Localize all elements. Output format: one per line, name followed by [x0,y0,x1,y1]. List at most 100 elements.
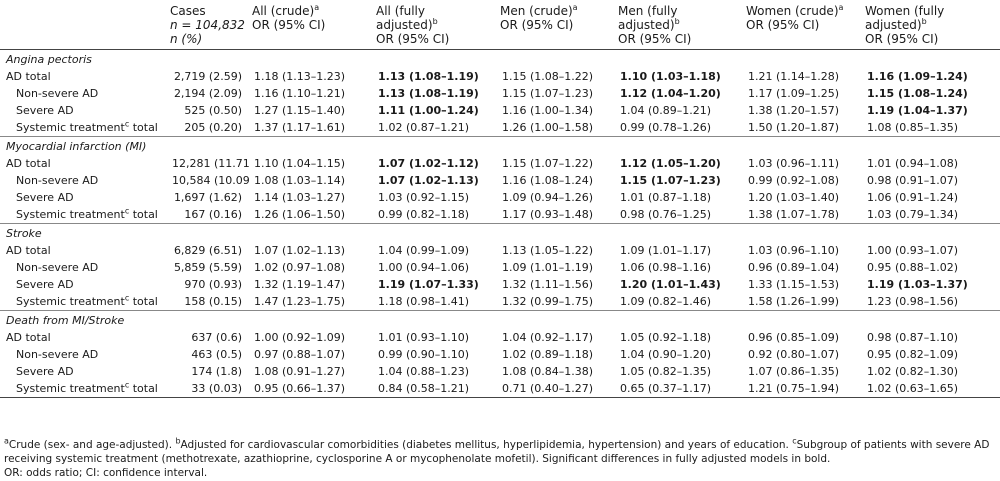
header-men-adjusted: Men (fully adjusted)b OR (95% CI) [616,4,744,50]
or-cell-men-crude: 1.16 (1.08–1.24) [502,174,594,187]
table-row: Systemic treatmentc total 33 (0.03) 0.95 (… [0,380,1000,398]
or-cell-all-crude: 1.14 (1.03–1.27) [254,191,346,204]
or-cell-women-crude: 1.03 (0.96–1.11) [748,157,840,170]
or-cell-all-crude: 1.10 (1.04–1.15) [254,157,346,170]
table-row: Non-severe AD 5,859 (5.59) 1.02 (0.97–1.08… [0,259,1000,276]
or-cell-women-crude: 1.38 (1.20–1.57) [748,104,840,117]
footnotes: aCrude (sex- and age-adjusted). bAdjuste… [4,436,998,480]
section-title: Death from MI/Stroke [0,310,1000,329]
results-table: Cases n = 104,832 n (%) All (crude)a OR … [0,4,1000,398]
header-all-adjusted: All (fully adjusted)b OR (95% CI) [374,4,498,50]
table-header: Cases n = 104,832 n (%) All (crude)a OR … [0,4,1000,50]
or-cell-men-crude: 1.15 (1.07–1.23) [502,87,594,100]
or-cell-all-adjusted: 0.99 (0.82–1.18) [378,208,470,221]
table-row: Non-severe AD 463 (0.5) 0.97 (0.88–1.07) 0.… [0,346,1000,363]
or-cell-all-crude: 1.08 (1.03–1.14) [254,174,346,187]
or-cell-all-adjusted: 1.11 (1.00–1.24) [378,104,479,117]
cases-cell: 174 (1.8) [191,365,242,378]
or-cell-women-adjusted: 1.16 (1.09–1.24) [867,70,968,83]
or-cell-men-adjusted: 1.05 (0.92–1.18) [620,331,712,344]
cases-cell: 167 (0.16) [184,208,242,221]
or-cell-all-crude: 1.26 (1.06–1.50) [254,208,346,221]
or-cell-men-crude: 1.26 (1.00–1.58) [502,121,594,134]
or-cell-men-adjusted: 1.15 (1.07–1.23) [620,174,721,187]
row-label: Severe AD [16,365,74,378]
or-cell-men-crude: 1.16 (1.00–1.34) [502,104,594,117]
or-cell-all-crude: 1.07 (1.02–1.13) [254,244,346,257]
or-cell-men-crude: 1.32 (0.99–1.75) [502,295,594,308]
header-label [0,4,170,50]
or-cell-all-adjusted: 1.04 (0.88–1.23) [378,365,470,378]
row-label: AD total [6,70,51,83]
cases-cell: 5,859 (5.59) [173,261,242,274]
or-cell-all-adjusted: 1.18 (0.98–1.41) [378,295,470,308]
or-cell-men-adjusted: 1.04 (0.90–1.20) [620,348,712,361]
table-row: Non-severe AD 10,584 (10.09) 1.08 (1.03–1.… [0,172,1000,189]
or-cell-all-adjusted: 1.02 (0.87–1.21) [378,121,470,134]
or-cell-men-crude: 1.04 (0.92–1.17) [502,331,594,344]
or-cell-all-adjusted: 0.84 (0.58–1.21) [374,380,498,398]
or-cell-all-adjusted: 1.03 (0.92–1.15) [378,191,470,204]
or-cell-women-adjusted: 1.01 (0.94–1.08) [867,157,959,170]
cases-cell: 1,697 (1.62) [173,191,242,204]
or-cell-men-adjusted: 1.05 (0.82–1.35) [620,365,712,378]
cases-cell: 33 (0.03) [170,380,250,398]
or-cell-all-crude: 1.32 (1.19–1.47) [254,278,346,291]
or-cell-women-crude: 1.21 (0.75–1.94) [744,380,863,398]
header-cases: Cases n = 104,832 n (%) [170,4,250,50]
cases-cell: 2,719 (2.59) [173,70,242,83]
or-cell-men-crude: 1.09 (0.94–1.26) [502,191,594,204]
section-title: Angina pectoris [6,52,92,66]
or-cell-men-crude: 1.13 (1.05–1.22) [502,244,594,257]
cases-cell: 205 (0.20) [184,121,242,134]
or-cell-women-crude: 1.21 (1.14–1.28) [748,70,840,83]
or-cell-men-crude: 0.71 (0.40–1.27) [498,380,616,398]
or-cell-women-crude: 1.20 (1.03–1.40) [748,191,840,204]
header-all-crude: All (crude)a OR (95% CI) [250,4,374,50]
cases-cell: 158 (0.15) [184,295,242,308]
or-cell-women-adjusted: 1.06 (0.91–1.24) [867,191,959,204]
or-cell-men-adjusted: 1.01 (0.87–1.18) [620,191,712,204]
or-cell-women-crude: 0.96 (0.85–1.09) [748,331,840,344]
or-cell-women-crude: 1.17 (1.09–1.25) [748,87,840,100]
or-cell-all-crude: 1.47 (1.23–1.75) [254,295,346,308]
or-cell-men-adjusted: 1.10 (1.03–1.18) [620,70,721,83]
cases-cell: 970 (0.93) [184,278,242,291]
or-cell-all-adjusted: 0.99 (0.90–1.10) [378,348,470,361]
row-label: Systemic treatmentc total [0,380,170,398]
or-cell-all-crude: 1.18 (1.13–1.23) [254,70,346,83]
or-cell-men-adjusted: 1.06 (0.98–1.16) [620,261,712,274]
or-cell-men-adjusted: 1.09 (0.82–1.46) [620,295,712,308]
or-cell-men-adjusted: 1.09 (1.01–1.17) [620,244,712,257]
or-cell-women-crude: 1.58 (1.26–1.99) [748,295,840,308]
table-row: Non-severe AD 2,194 (2.09) 1.16 (1.10–1.21… [0,85,1000,102]
or-cell-women-adjusted: 1.23 (0.98–1.56) [867,295,959,308]
or-cell-all-adjusted: 1.04 (0.99–1.09) [378,244,470,257]
or-cell-women-crude: 1.07 (0.86–1.35) [748,365,840,378]
or-cell-women-adjusted: 0.98 (0.87–1.10) [867,331,959,344]
or-cell-men-adjusted: 0.65 (0.37–1.17) [616,380,744,398]
section-header: Myocardial infarction (MI) [0,136,1000,155]
row-label: Severe AD [16,278,74,291]
cases-cell: 10,584 (10.09) [172,174,250,187]
or-cell-all-crude: 1.02 (0.97–1.08) [254,261,346,274]
or-cell-women-crude: 0.99 (0.92–1.08) [748,174,840,187]
footnote-abc: aCrude (sex- and age-adjusted). bAdjuste… [4,436,990,465]
or-cell-men-crude: 1.17 (0.93–1.48) [502,208,594,221]
row-label: Non-severe AD [16,348,99,361]
or-cell-all-crude: 0.97 (0.88–1.07) [254,348,346,361]
header-men-crude: Men (crude)a OR (95% CI) [498,4,616,50]
or-cell-all-crude: 1.27 (1.15–1.40) [254,104,346,117]
or-cell-women-adjusted: 1.08 (0.85–1.35) [867,121,959,134]
table-body: Angina pectoris AD total 2,719 (2.59) 1.18 … [0,50,1000,398]
or-cell-men-adjusted: 1.12 (1.05–1.20) [620,157,721,170]
or-cell-all-crude: 0.95 (0.66–1.37) [250,380,374,398]
or-cell-all-crude: 1.08 (0.91–1.27) [254,365,346,378]
row-label: Systemic treatmentc total [16,293,158,308]
section-header: Stroke [0,223,1000,242]
or-cell-all-adjusted: 1.07 (1.02–1.12) [378,157,479,170]
or-cell-women-adjusted: 1.19 (1.04–1.37) [867,104,968,117]
table-row: AD total 6,829 (6.51) 1.07 (1.02–1.13) 1.04… [0,242,1000,259]
footnote-abbreviations: OR: odds ratio; CI: confidence interval. [4,467,208,479]
